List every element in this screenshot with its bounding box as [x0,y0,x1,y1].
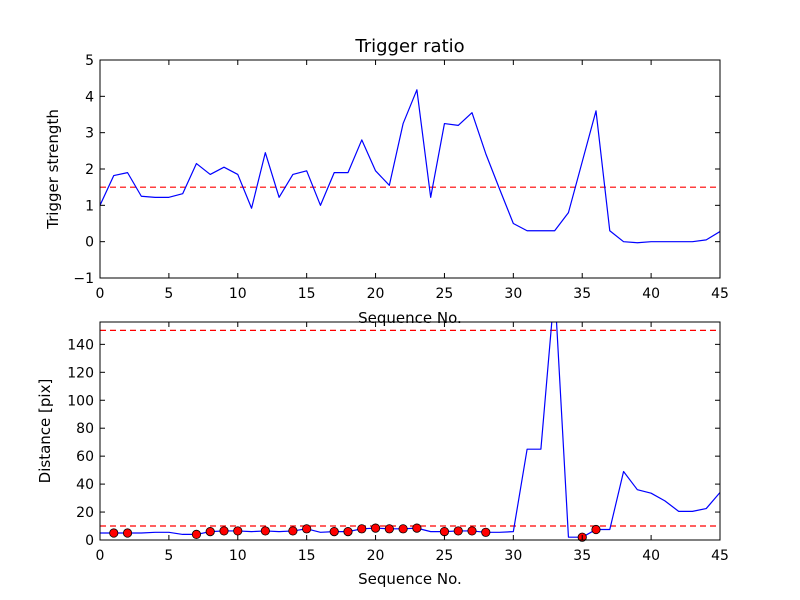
data-point [591,524,601,535]
axes-frame [99,321,721,541]
y-axis-label: Trigger strength [44,109,62,230]
data-point [453,526,463,536]
x-tick-label: 35 [573,548,591,564]
data-point [412,523,422,533]
x-axis-label: Sequence No. [358,570,462,588]
x-tick-label: 25 [436,286,454,302]
x-tick-label: 0 [96,286,105,302]
data-point [398,524,408,534]
y-tick-label: 140 [67,337,94,353]
clipped-marks [100,89,720,244]
x-tick-label: 30 [504,286,522,302]
x-axis-label: Sequence No. [358,309,462,327]
data-point [233,526,243,536]
data-point [205,527,215,537]
x-tick-label: 5 [164,286,173,302]
y-tick-label: 20 [76,505,94,521]
x-tick-label: 10 [229,286,247,302]
data-point [481,527,491,537]
y-tick-label: 2 [85,162,94,178]
x-tick-label: 40 [642,548,660,564]
x-tick-label: 20 [367,548,385,564]
subplot-distance: 0 5 10 15 20 25 30 35 40 45 0 20 40 60 80 100 120 140 Seq… [36,321,729,588]
x-tick-label: 15 [298,548,316,564]
data-point [302,524,312,534]
x-tick-label: 25 [436,548,454,564]
data-point [384,524,394,534]
x-tick-label: 0 [96,548,105,564]
axes-frame [99,59,721,279]
y-tick-label: 0 [85,235,94,251]
y-tick-label: 1 [85,198,94,214]
y-tick-label: −1 [73,271,94,287]
data-point [219,526,229,536]
y-axis-label: Distance [pix] [36,379,54,484]
data-point [357,524,367,534]
x-tick-label: 40 [642,286,660,302]
data-point [467,526,477,536]
data-point [122,528,133,538]
y-tick-label: 80 [76,421,94,437]
x-tick-label: 45 [711,286,729,302]
x-tick-label: 5 [164,548,173,564]
plot-area [100,89,720,244]
x-tick-label: 30 [504,548,522,564]
y-tick-label: 3 [85,126,94,142]
data-point [329,527,339,537]
data-point [109,528,119,538]
x-tick-label: 20 [367,286,385,302]
clipped-marks [100,322,720,538]
x-tick-label: 15 [298,286,316,302]
y-tick-label: 60 [76,449,94,465]
data-point [370,523,381,533]
y-tick-label: 5 [85,53,94,69]
y-tick-label: 40 [76,477,94,493]
series-line-0 [100,89,720,244]
data-point [191,529,202,540]
data-point [343,527,353,537]
data-point [260,526,270,536]
plot-area [100,322,720,542]
x-tick-label: 45 [711,548,729,564]
chart-title: Trigger ratio [354,36,464,57]
data-point [439,527,450,537]
subplot-trigger-ratio: Trigger ratio 0 5 10 15 20 25 30 35 40 45−1012345… [44,36,729,327]
x-tick-label: 35 [573,286,591,302]
y-tick-label: 4 [85,89,94,105]
series-line-0 [100,322,720,538]
y-tick-label: 0 [85,533,94,549]
data-point [288,526,298,536]
y-tick-label: 100 [67,393,94,409]
axis-ticks: 0 5 10 15 20 25 30 35 40 45 0 20 40 60 80 100 120 140 [67,322,729,564]
y-tick-label: 120 [67,365,94,381]
x-tick-label: 10 [229,548,247,564]
